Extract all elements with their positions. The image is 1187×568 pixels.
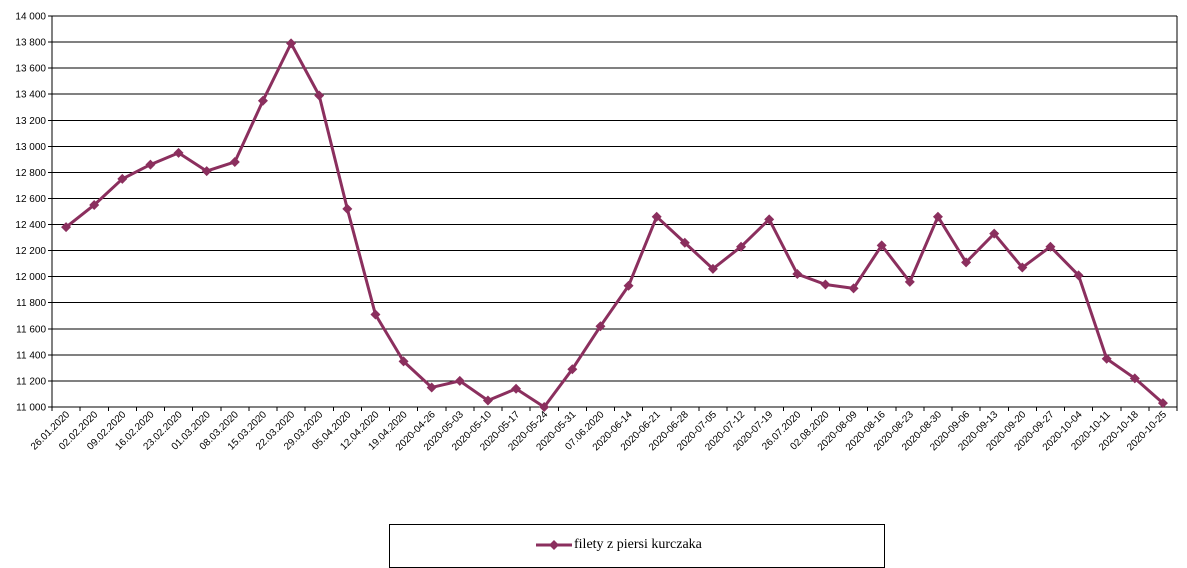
axes xyxy=(48,15,1178,411)
series-layer xyxy=(61,38,1168,412)
data-point xyxy=(1101,353,1112,364)
data-point xyxy=(932,211,943,222)
data-point xyxy=(623,280,634,291)
y-tick-label: 13 600 xyxy=(15,64,46,75)
data-point xyxy=(426,382,437,393)
data-point xyxy=(567,364,578,375)
legend: filety z piersi kurczaka xyxy=(389,524,885,568)
data-point xyxy=(539,402,550,412)
data-point xyxy=(820,279,831,290)
data-point xyxy=(314,90,325,101)
y-tick-label: 12 400 xyxy=(15,220,46,231)
data-point xyxy=(342,203,353,214)
y-tick-label: 13 800 xyxy=(15,38,46,49)
data-point xyxy=(257,95,268,106)
data-point xyxy=(707,263,718,274)
data-point xyxy=(201,166,212,177)
data-point xyxy=(89,199,100,210)
data-point xyxy=(145,159,156,170)
data-point xyxy=(1129,373,1140,384)
data-point xyxy=(876,240,887,251)
data-point xyxy=(117,173,128,184)
y-tick-label: 11 600 xyxy=(16,324,46,335)
data-point xyxy=(792,269,803,280)
legend-label: filety z piersi kurczaka xyxy=(574,537,702,552)
legend-marker-icon xyxy=(536,540,572,550)
y-tick-label: 12 000 xyxy=(15,272,46,283)
data-point xyxy=(848,283,859,294)
data-point xyxy=(286,38,297,49)
data-point xyxy=(904,276,915,287)
data-point xyxy=(1157,398,1168,409)
y-tick-label: 13 200 xyxy=(15,116,46,127)
y-tick-label: 11 400 xyxy=(16,350,46,361)
data-point xyxy=(229,156,240,167)
data-point xyxy=(1017,262,1028,273)
data-point xyxy=(989,228,1000,239)
y-tick-label: 14 000 xyxy=(15,12,46,23)
data-point xyxy=(679,237,690,248)
data-point xyxy=(61,222,72,233)
data-point xyxy=(961,257,972,268)
x-axis-tick-labels: 26.01.202002.02.202009.02.202016.02.2020… xyxy=(29,409,1169,453)
data-point xyxy=(736,241,747,252)
data-point xyxy=(454,375,465,386)
y-tick-label: 11 200 xyxy=(16,376,46,387)
y-tick-label: 12 200 xyxy=(15,246,46,257)
y-tick-label: 13 000 xyxy=(15,142,46,153)
data-point xyxy=(1073,270,1084,281)
line-chart: 11 000 11 200 11 400 11 600 11 800 12 000 12 2… xyxy=(15,12,1178,453)
data-point xyxy=(764,214,775,225)
y-tick-label: 13 400 xyxy=(15,90,46,101)
data-point xyxy=(511,383,522,394)
y-axis-tick-labels: 11 000 11 200 11 400 11 600 11 800 12 000 12 2… xyxy=(15,12,46,414)
y-tick-label: 11 000 xyxy=(16,403,46,414)
y-tick-label: 11 800 xyxy=(16,298,46,309)
data-point xyxy=(398,356,409,367)
y-tick-label: 12 600 xyxy=(15,194,46,205)
data-point xyxy=(1045,241,1056,252)
series-line xyxy=(65,41,1164,409)
data-point xyxy=(482,395,493,406)
gridlines xyxy=(52,15,1177,408)
legend-entry: filety z piersi kurczaka xyxy=(536,537,702,553)
data-point xyxy=(173,147,184,158)
data-point xyxy=(651,211,662,222)
data-point xyxy=(595,321,606,332)
y-tick-label: 12 800 xyxy=(15,168,46,179)
data-point xyxy=(370,309,381,320)
